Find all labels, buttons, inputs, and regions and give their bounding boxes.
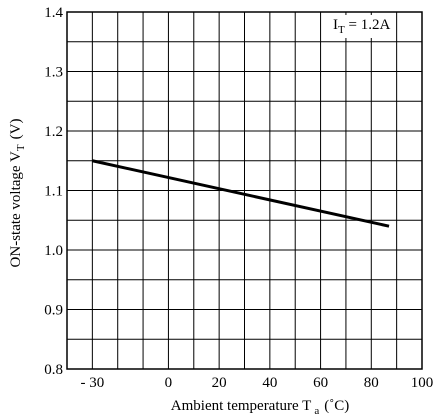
annotation-main: I <box>333 17 338 33</box>
y-axis-label-unit: (V) <box>8 119 24 140</box>
y-axis-label: ON-state voltage VT (V) <box>8 119 27 268</box>
x-axis-label-sub: a <box>314 405 319 414</box>
x-tick-labels: - 30 0 20 40 60 80 100 <box>80 375 433 391</box>
plot-frame <box>66 11 423 370</box>
y-tick-label: 1.1 <box>44 184 63 200</box>
grid <box>67 12 422 369</box>
y-tick-label: 0.8 <box>44 362 63 378</box>
x-tick-label: - 30 <box>80 375 104 391</box>
x-tick-label: 100 <box>411 375 434 391</box>
x-axis-label-main: Ambient temperature T <box>171 398 312 414</box>
y-tick-labels: 0.8 0.9 1.0 1.1 1.2 1.3 1.4 <box>44 5 63 378</box>
x-tick-label: 20 <box>212 375 227 391</box>
y-tick-label: 1.3 <box>44 65 63 81</box>
y-axis-label-main: ON-state voltage V <box>8 151 24 268</box>
x-axis-label-unit: (˚C) <box>324 398 349 414</box>
annotation-text: IT = 1.2A <box>333 17 390 36</box>
y-tick-label: 1.4 <box>44 5 63 21</box>
y-tick-label: 1.0 <box>44 243 63 259</box>
x-tick-label: 80 <box>364 375 379 391</box>
x-tick-label: 40 <box>262 375 277 391</box>
series-line-0 <box>92 159 390 228</box>
annotation-rest: = 1.2A <box>345 17 391 33</box>
y-axis-label-sub: T <box>15 144 27 151</box>
x-tick-label: 60 <box>313 375 328 391</box>
series-group <box>92 159 390 228</box>
annotation-sub: T <box>338 24 345 36</box>
y-tick-label: 1.2 <box>44 124 63 140</box>
annotation-box: IT = 1.2A <box>329 15 395 38</box>
y-tick-label: 0.9 <box>44 303 63 319</box>
x-tick-label: 0 <box>165 375 173 391</box>
